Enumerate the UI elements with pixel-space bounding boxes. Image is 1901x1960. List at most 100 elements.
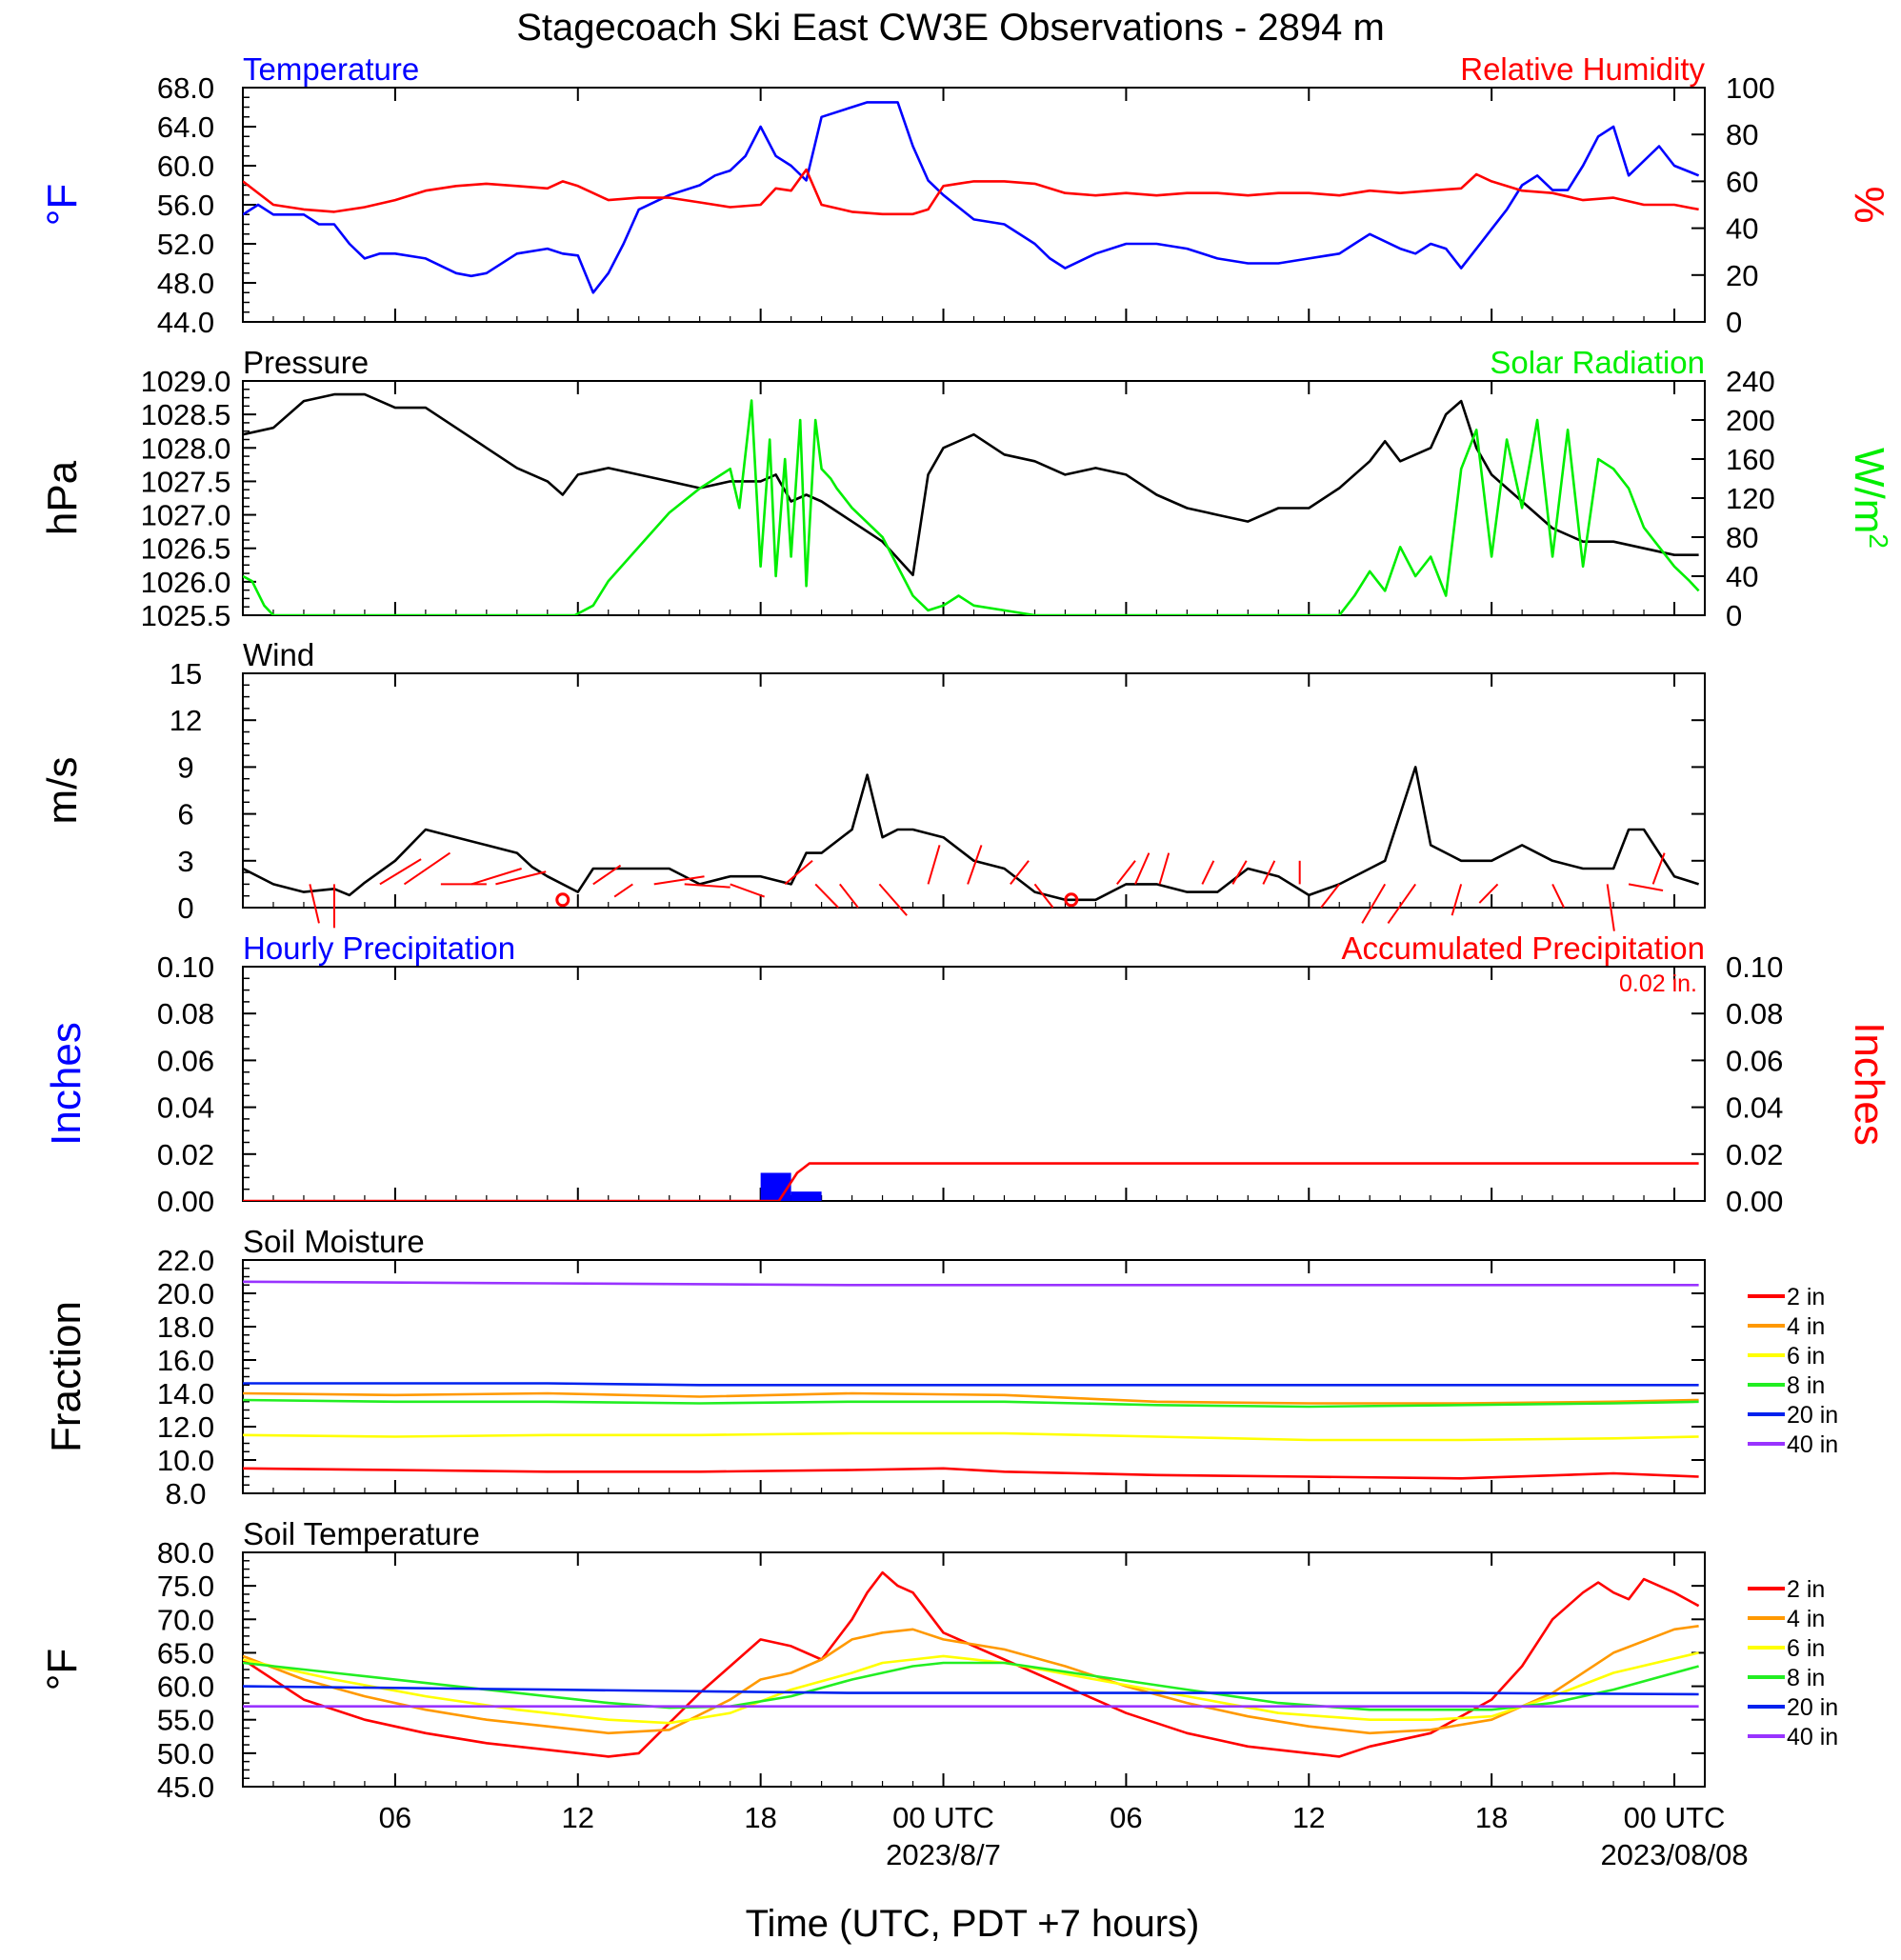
y-tick-label: 18.0	[157, 1310, 214, 1344]
wind-barb	[1033, 883, 1054, 909]
wind-barb	[1158, 852, 1171, 885]
wind-barb	[653, 875, 705, 886]
y-right-tick-label: 0.04	[1726, 1091, 1783, 1125]
panel-title-left: Soil Moisture	[243, 1224, 425, 1259]
wind-barb	[1628, 883, 1664, 891]
y-tick-label: 1028.0	[141, 431, 231, 465]
y-tick-label: 1025.5	[141, 599, 231, 632]
wind-barb	[1231, 860, 1248, 885]
wind-barb	[495, 870, 547, 886]
y-tick-label: 0.06	[157, 1044, 214, 1077]
plot-frame	[242, 1259, 1706, 1494]
y-tick-label: 3	[177, 845, 193, 878]
series-line-accumulated-precipitation	[243, 1162, 1699, 1201]
series-line-pressure	[243, 392, 1699, 577]
y-right-tick-label: 40	[1726, 212, 1758, 246]
wind-barb	[1361, 883, 1387, 924]
y-right-tick-label: 0	[1726, 599, 1742, 632]
y-tick-label: 48.0	[157, 267, 214, 300]
y-axis-label-left: °F	[39, 1649, 86, 1690]
y-axis-label-left: °F	[39, 184, 86, 226]
legend-label: 2 in	[1787, 1284, 1825, 1310]
x-tick-label: 00 UTC	[892, 1801, 994, 1834]
x-tick-label: 00 UTC	[1624, 1801, 1726, 1834]
wind-barb	[684, 883, 730, 889]
panel-title-right: Relative Humidity	[1460, 51, 1705, 87]
series-line-2-in	[243, 1570, 1700, 1758]
wind-barb	[1262, 860, 1276, 885]
legend-label: 20 in	[1787, 1402, 1838, 1429]
x-tick-label: 06	[1110, 1801, 1142, 1834]
y-tick-label: 0	[177, 891, 193, 925]
y-tick-label: 8.0	[165, 1477, 206, 1510]
y-axis-label-left: m/s	[39, 757, 86, 825]
panel-title-left: Hourly Precipitation	[243, 930, 515, 966]
y-tick-label: 60.0	[157, 150, 214, 183]
y-right-tick-label: 100	[1726, 71, 1775, 105]
y-right-tick-label: 0.02	[1726, 1138, 1783, 1171]
x-tick-label: 06	[379, 1801, 411, 1834]
wind-calm-marker	[555, 892, 570, 908]
wind-barb	[379, 858, 422, 886]
y-right-tick-label: 0.08	[1726, 997, 1783, 1030]
series-line-4-in	[243, 1625, 1699, 1735]
wind-barb	[403, 851, 451, 886]
y-right-tick-label: 0.10	[1726, 950, 1783, 984]
series-line-wind	[243, 766, 1699, 902]
y-tick-label: 60.0	[157, 1670, 214, 1704]
y-right-tick-label: 240	[1726, 365, 1775, 398]
y-right-tick-label: 80	[1726, 521, 1758, 554]
y-tick-label: 0.10	[157, 950, 214, 984]
series-line-8-in	[243, 1661, 1699, 1711]
wind-barb	[1606, 884, 1615, 931]
x-tick-sublabel: 2023/8/7	[886, 1838, 1001, 1871]
precip-bar	[760, 1172, 791, 1201]
wind-barb	[730, 883, 766, 898]
panel-title-left: Wind	[243, 637, 314, 672]
wind-barb	[470, 868, 522, 886]
y-tick-label: 1026.0	[141, 566, 231, 599]
plot-frame	[242, 672, 1706, 909]
y-tick-label: 75.0	[157, 1570, 214, 1603]
panel-precip: 0.00 0.02 0.04 0.06 0.08 0.10 0.00 0.02 0.04 0.06…	[43, 930, 1892, 1218]
y-tick-label: 64.0	[157, 110, 214, 144]
panel-temp_rh: 44.0 48.0 52.0 56.0 60.0 64.0 68.0 0 20 40 60 80 100…	[39, 51, 1892, 339]
plot-frame	[242, 1551, 1706, 1788]
x-tick-label: 12	[562, 1801, 594, 1834]
wind-barb	[592, 864, 622, 886]
y-right-tick-label: 0.06	[1726, 1044, 1783, 1077]
panel-soil_temp: 45.050.055.060.065.070.075.080.0 Soil Tem…	[39, 1516, 1838, 1804]
y-axis-label-left: Fraction	[43, 1301, 90, 1452]
series-line-6-in	[243, 1431, 1699, 1442]
series-line-8-in	[243, 1398, 1699, 1409]
wind-barb	[1551, 883, 1566, 909]
y-tick-label: 45.0	[157, 1770, 214, 1804]
x-tick-sublabel: 2023/08/08	[1600, 1838, 1748, 1871]
series-line-2-in	[243, 1467, 1699, 1480]
panel-soil_moisture: 8.010.012.014.016.018.020.022.0 Soil Mois…	[43, 1224, 1838, 1510]
wind-barb	[1451, 884, 1463, 916]
y-axis-label-right-sup: 2	[1865, 533, 1894, 549]
panel-title-left: Soil Temperature	[243, 1516, 480, 1551]
wind-barb	[967, 845, 983, 885]
wind-barb	[1651, 852, 1666, 885]
y-tick-label: 0.00	[157, 1185, 214, 1218]
series-line-40-in	[243, 1280, 1699, 1287]
y-tick-label: 6	[177, 798, 193, 831]
wind-barb	[1201, 860, 1215, 885]
legend-label: 6 in	[1787, 1635, 1825, 1662]
x-axis-label: Time (UTC, PDT +7 hours)	[746, 1903, 1200, 1945]
wind-barb	[839, 883, 859, 909]
y-tick-label: 1028.5	[141, 398, 231, 431]
legend-label: 8 in	[1787, 1665, 1825, 1691]
y-right-tick-label: 0.00	[1726, 1185, 1783, 1218]
y-tick-label: 70.0	[157, 1603, 214, 1636]
panel-title-left: Pressure	[243, 345, 369, 380]
x-tick-label: 18	[744, 1801, 776, 1834]
series-line-temperature	[243, 101, 1700, 294]
y-tick-label: 22.0	[157, 1244, 214, 1277]
panel-title-right: Solar Radiation	[1490, 345, 1705, 380]
x-tick-label: 12	[1292, 1801, 1325, 1834]
y-axis-label-right: W/m2	[1846, 448, 1894, 549]
